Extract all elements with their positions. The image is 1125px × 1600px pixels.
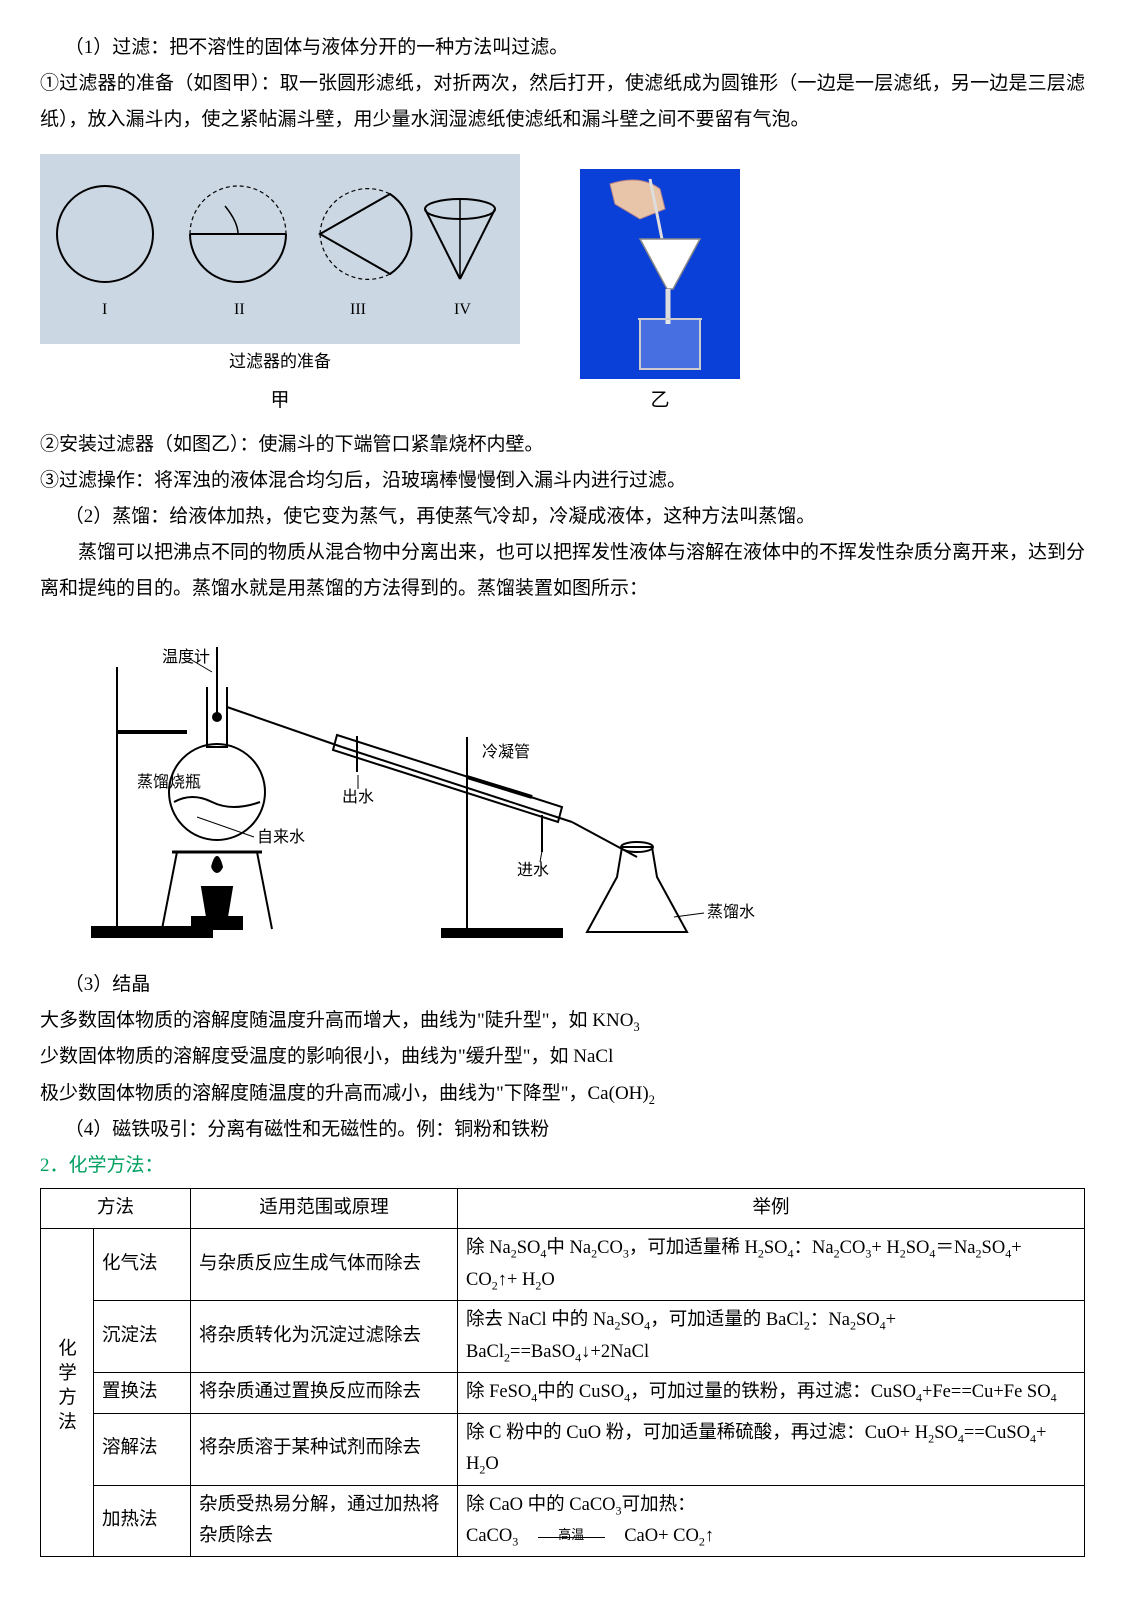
group-label: 化学方法 (49, 1338, 80, 1436)
label-iv: IV (454, 301, 471, 318)
p-distill-desc: 蒸馏可以把沸点不同的物质从混合物中分离出来，也可以把挥发性液体与溶解在液体中的不… (40, 535, 1085, 607)
table-row: 化学方法 化气法 与杂质反应生成气体而除去 除 Na2SO4中 Na2CO3，可… (41, 1229, 1085, 1301)
p-install: ②安装过滤器（如图乙）：使漏斗的下端管口紧靠烧杯内壁。 (40, 427, 1085, 463)
cell-ex-0: 除 Na2SO4中 Na2CO3，可加适量稀 H2SO4：Na2CO3+ H2S… (458, 1229, 1085, 1301)
table-row: 溶解法 将杂质溶于某种试剂而除去 除 C 粉中的 CuO 粉，可加适量稀硫酸，再… (41, 1413, 1085, 1485)
p-distill-def: （2）蒸馏：给液体加热，使它变为蒸气，再使蒸气冷却，冷凝成液体，这种方法叫蒸馏。 (40, 499, 1085, 535)
th-example: 举例 (458, 1189, 1085, 1229)
table-row: 加热法 杂质受热易分解，通过加热将杂质除去 除 CaO 中的 CaCO3可加热：… (41, 1485, 1085, 1557)
filter-photo (580, 169, 740, 379)
distillation-diagram: 温度计 蒸馏烧瓶 自来水 出水 冷凝管 进水 蒸馏水 (62, 617, 822, 957)
p8a-text: 大多数固体物质的溶解度随温度升高而增大，曲线为"陡升型"，如 KNO (40, 1010, 633, 1031)
p-filter-prep: ①过滤器的准备（如图甲）：取一张圆形滤纸，对折两次，然后打开，使滤纸成为圆锥形（… (40, 66, 1085, 138)
chemical-methods-table: 方法 适用范围或原理 举例 化学方法 化气法 与杂质反应生成气体而除去 除 Na… (40, 1188, 1085, 1557)
table-header-row: 方法 适用范围或原理 举例 (41, 1189, 1085, 1229)
caption-a: 甲 (270, 383, 289, 419)
cell-scope-2: 将杂质通过置换反应而除去 (191, 1373, 458, 1413)
p-magnet: （4）磁铁吸引：分离有磁性和无磁性的。例：铜粉和铁粉 (40, 1112, 1085, 1148)
cell-name-1: 沉淀法 (94, 1301, 191, 1373)
p-crystal-head: （3）结晶 (40, 967, 1085, 1003)
cell-ex-4: 除 CaO 中的 CaCO3可加热：CaCO3 高温 CaO+ CO2↑ (458, 1485, 1085, 1557)
label-i: I (102, 301, 107, 318)
cell-name-0: 化气法 (94, 1229, 191, 1301)
lbl-product: 蒸馏水 (707, 903, 755, 921)
cell-ex-2: 除 FeSO4中的 CuSO4，可加过量的铁粉，再过滤：CuSO4+Fe==Cu… (458, 1373, 1085, 1413)
cell-ex-3: 除 C 粉中的 CuO 粉，可加适量稀硫酸，再过滤：CuO+ H2SO4==Cu… (458, 1413, 1085, 1485)
filter-prep-caption: 过滤器的准备 (229, 346, 331, 378)
th-scope: 适用范围或原理 (191, 1189, 458, 1229)
cell-scope-0: 与杂质反应生成气体而除去 (191, 1229, 458, 1301)
cell-name-3: 溶解法 (94, 1413, 191, 1485)
cell-name-2: 置换法 (94, 1373, 191, 1413)
table-row: 置换法 将杂质通过置换反应而除去 除 FeSO4中的 CuSO4，可加过量的铁粉… (41, 1373, 1085, 1413)
p-crystal-2: 少数固体物质的溶解度受温度的影响很小，曲线为"缓升型"，如 NaCl (40, 1039, 1085, 1075)
figure-a-box: I II III IV 过滤器的准备 甲 (40, 154, 520, 418)
caption-b: 乙 (650, 383, 669, 419)
p10b-sub: 2 (649, 1092, 655, 1106)
lbl-thermo: 温度计 (162, 648, 210, 666)
p-crystal-1: 大多数固体物质的溶解度随温度升高而增大，曲线为"陡升型"，如 KNO3 (40, 1003, 1085, 1039)
p-operation: ③过滤操作：将浑浊的液体混合均匀后，沿玻璃棒慢慢倒入漏斗内进行过滤。 (40, 463, 1085, 499)
figure-row: I II III IV 过滤器的准备 甲 (40, 154, 1085, 418)
label-iii: III (350, 301, 366, 318)
cell-ex-1: 除去 NaCl 中的 Na2SO4，可加适量的 BaCl2：Na2SO4+ Ba… (458, 1301, 1085, 1373)
lbl-tap: 自来水 (257, 828, 305, 846)
filter-prep-diagram: I II III IV (40, 154, 520, 344)
group-cell: 化学方法 (41, 1229, 94, 1557)
cell-name-4: 加热法 (94, 1485, 191, 1557)
lbl-cond: 冷凝管 (482, 743, 530, 761)
cell-scope-1: 将杂质转化为沉淀过滤除去 (191, 1301, 458, 1373)
p8b-sub: 3 (633, 1020, 639, 1034)
cell-scope-3: 将杂质溶于某种试剂而除去 (191, 1413, 458, 1485)
p10a-text: 极少数固体物质的溶解度随温度的升高而减小，曲线为"下降型"，Ca(OH) (40, 1083, 649, 1104)
figure-b-box: 乙 (580, 169, 740, 419)
p-crystal-3: 极少数固体物质的溶解度随温度的升高而减小，曲线为"下降型"，Ca(OH)2 (40, 1076, 1085, 1112)
lbl-flask: 蒸馏烧瓶 (137, 773, 201, 791)
lbl-out: 出水 (342, 788, 374, 806)
cell-scope-4: 杂质受热易分解，通过加热将杂质除去 (191, 1485, 458, 1557)
table-row: 沉淀法 将杂质转化为沉淀过滤除去 除去 NaCl 中的 Na2SO4，可加适量的… (41, 1301, 1085, 1373)
section-2-title: 2．化学方法： (40, 1148, 1085, 1184)
lbl-in: 进水 (517, 861, 549, 879)
th-method: 方法 (41, 1189, 191, 1229)
p-filtration: （1）过滤：把不溶性的固体与液体分开的一种方法叫过滤。 (40, 30, 1085, 66)
label-ii: II (234, 301, 245, 318)
